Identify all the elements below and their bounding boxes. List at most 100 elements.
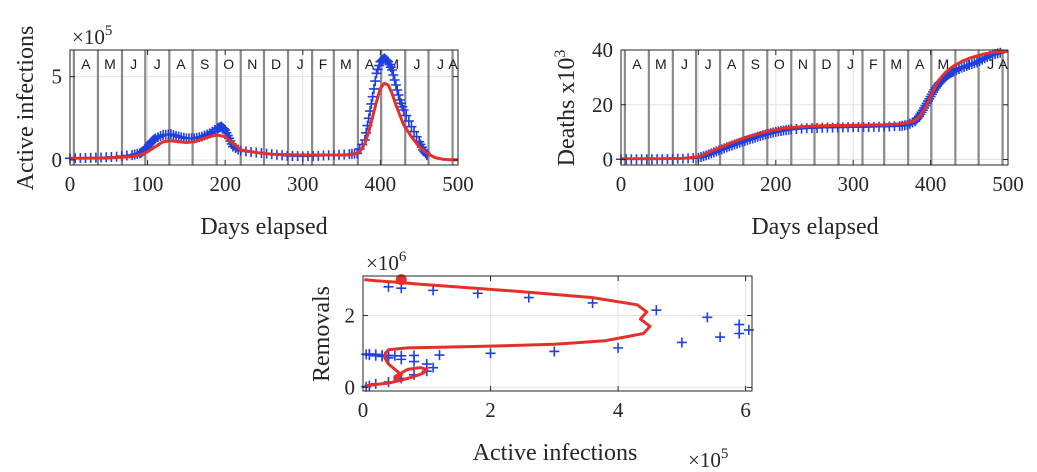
month-label: J: [154, 56, 161, 72]
y-tick-label: 20: [592, 93, 613, 117]
x-tick-label: 200: [209, 172, 241, 196]
month-label: D: [271, 56, 281, 72]
data-point: [734, 328, 745, 339]
month-label: J: [437, 56, 444, 72]
month-label: D: [821, 56, 831, 72]
month-label: F: [319, 56, 328, 72]
month-label: M: [938, 56, 950, 72]
month-label: A: [727, 56, 737, 72]
x-tick-label: 400: [915, 172, 947, 196]
x-axis-label: Active infections: [473, 440, 638, 466]
series-line: [621, 49, 1009, 161]
series-layer: [361, 274, 754, 392]
exponent-label: ×105: [72, 23, 112, 49]
month-label: A: [915, 56, 925, 72]
data-point: [523, 292, 534, 303]
month-label: O: [223, 56, 234, 72]
data-point: [389, 75, 400, 85]
data-point: [702, 312, 713, 323]
data-point: [393, 90, 404, 100]
y-tick-label: 0: [52, 148, 63, 172]
month-label: F: [869, 56, 878, 72]
data-point: [613, 342, 624, 353]
y-exponent-label: ×106: [366, 249, 407, 275]
x-tick-label: 400: [365, 172, 397, 196]
x-tick-label: 500: [992, 172, 1024, 196]
y-axis-label: Active infections: [13, 26, 39, 191]
month-label: A: [998, 56, 1008, 72]
x-tick-label: 100: [683, 172, 715, 196]
data-point: [383, 281, 394, 292]
month-label: J: [681, 56, 688, 72]
series-layer: [65, 53, 459, 164]
month-label: A: [176, 56, 186, 72]
month-label: M: [655, 56, 667, 72]
ticks: 0 100 200 300 400 500 0 20 40: [592, 38, 1024, 196]
data-point: [421, 359, 432, 370]
data-point: [403, 116, 414, 127]
data-point: [434, 350, 445, 361]
grid: [363, 276, 752, 391]
month-label: J: [847, 56, 854, 72]
data-point: [409, 350, 420, 361]
month-label: M: [890, 56, 902, 72]
x-exponent-label: ×105: [688, 446, 728, 472]
data-point: [734, 319, 745, 330]
data-point: [388, 70, 399, 80]
data-point: [428, 285, 439, 296]
month-label: J: [413, 56, 420, 72]
data-point: [367, 91, 378, 102]
data-point: [370, 76, 381, 87]
month-label: A: [81, 56, 91, 72]
month-label: J: [705, 56, 712, 72]
ticks: 0 2 4 6 0 2: [345, 276, 752, 422]
data-point: [485, 348, 496, 359]
data-point: [392, 85, 403, 95]
data-point: [401, 110, 412, 121]
data-point: [549, 346, 560, 357]
month-label: N: [247, 56, 257, 72]
month-label: M: [104, 56, 116, 72]
data-point: [387, 65, 398, 75]
month-label: J: [297, 56, 304, 72]
removals-vs-active-chart: 0 2 4 6 0 2 ×106 ×105 Active infections Remov…: [309, 249, 754, 472]
x-axis-label: Days elapsed: [751, 214, 878, 240]
month-label: J: [987, 56, 994, 72]
data-point: [428, 362, 439, 373]
x-tick-label: 300: [837, 172, 869, 196]
x-tick-label: 100: [132, 172, 164, 196]
month-label: S: [751, 56, 760, 72]
data-point: [715, 332, 726, 343]
x-tick-label: 500: [442, 172, 474, 196]
data-point: [587, 297, 598, 308]
data-point: [396, 350, 407, 361]
x-axis-label: Days elapsed: [200, 214, 327, 240]
x-tick-label: 0: [65, 172, 76, 196]
month-label: M: [340, 56, 352, 72]
x-tick-label: 300: [287, 172, 319, 196]
series-line: [69, 81, 459, 162]
x-tick-label: 0: [616, 172, 627, 196]
month-label: A: [365, 56, 375, 72]
y-axis-label: Deaths x103: [552, 50, 580, 167]
x-tick-label: 0: [358, 398, 369, 422]
month-label: A: [632, 56, 642, 72]
axes-box: [620, 49, 1009, 166]
x-tick-label: 2: [485, 398, 496, 422]
series-layer: [616, 47, 1009, 165]
axes-box: [362, 275, 753, 392]
y-tick-label: 0: [345, 375, 356, 399]
data-point: [368, 83, 379, 94]
data-point: [390, 80, 401, 90]
x-tick-label: 4: [613, 398, 624, 422]
data-point: [676, 337, 687, 348]
series-line: [364, 278, 652, 388]
month-label: N: [798, 56, 808, 72]
start-marker: [395, 274, 407, 286]
y-axis-label: Removals: [309, 286, 335, 382]
y-tick-label: 40: [592, 38, 613, 62]
y-tick-label: 2: [345, 304, 356, 328]
